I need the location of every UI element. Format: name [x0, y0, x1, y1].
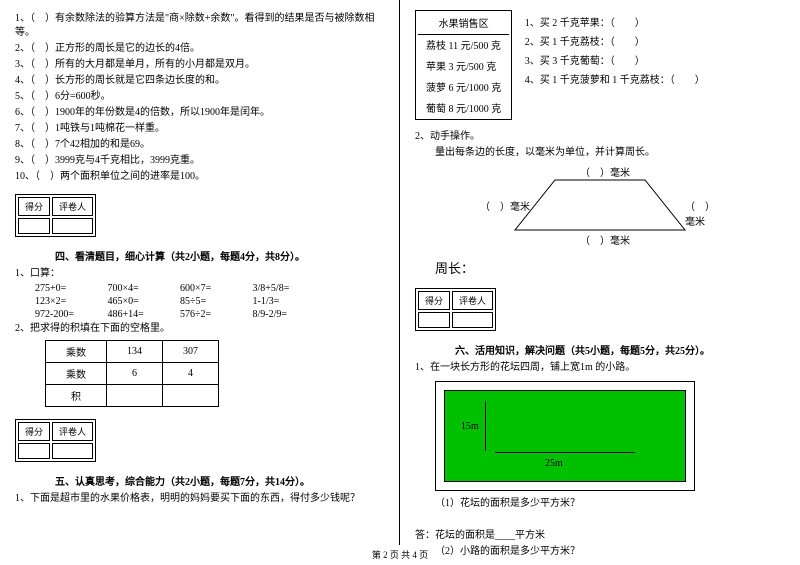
price-row: 荔枝 11 元/500 克 — [418, 34, 509, 54]
calc-row: 275+0= 700×4= 600×7= 3/8+5/8= — [35, 283, 384, 294]
price-row: 菠萝 6 元/1000 克 — [418, 77, 509, 96]
cell: 4 — [163, 363, 219, 385]
section-5-title: 五、认真思考，综合能力（共2小题，每题7分，共14分）。 — [55, 473, 384, 488]
cell: 134 — [107, 341, 163, 363]
tf-item: 6、（ ）1900年的年份数是4的倍数，所以1900年是闰年。 — [15, 106, 384, 120]
tf-item: 7、（ ）1吨铁与1吨棉花一样重。 — [15, 122, 384, 136]
score-cell: 得分 — [18, 197, 50, 216]
garden-inner: 15m 25m — [444, 390, 686, 482]
calc-item: 3/8+5/8= — [253, 283, 323, 294]
garden-figure: 15m 25m — [435, 381, 695, 491]
mult-table: 乘数134307 乘数64 积 — [45, 340, 219, 407]
buy-item: 3、买 3 千克葡萄：（ ） — [525, 52, 705, 67]
price-table: 水果销售区 荔枝 11 元/500 克 苹果 3 元/500 克 菠萝 6 元/… — [415, 10, 512, 120]
sec6-q1: 1、在一块长方形的花坛四周，铺上宽1m 的小路。 — [415, 361, 785, 375]
tf-item: 10、（ ）两个面积单位之间的进率是100。 — [15, 170, 384, 184]
price-title: 水果销售区 — [418, 13, 509, 32]
score-box: 得分 评卷人 — [15, 194, 96, 237]
sec5-q1: 1、下面是超市里的水果价格表，明明的妈妈要买下面的东西，得付多少钱呢？ — [15, 492, 384, 506]
tf-item: 5、（ ）6分=600秒。 — [15, 90, 384, 104]
trapezoid-icon — [500, 170, 700, 240]
calc-item: 600×7= — [180, 283, 250, 294]
grader-cell: 评卷人 — [452, 291, 493, 310]
tf-item: 2、（ ）正方形的周长是它的边长的4倍。 — [15, 42, 384, 56]
score-cell: 得分 — [18, 422, 50, 441]
score-box: 得分 评卷人 — [15, 419, 96, 462]
calc-item: 700×4= — [108, 283, 178, 294]
score-box: 得分 评卷人 — [415, 288, 496, 331]
arrow-h-icon — [495, 452, 635, 453]
buy-item: 2、买 1 千克荔枝：（ ） — [525, 33, 705, 48]
ans1: 答：花坛的面积是____平方米 — [415, 529, 785, 543]
calc-item: 8/9-2/9= — [253, 309, 323, 320]
cell: 乘数 — [46, 363, 107, 385]
buy-item: 1、买 2 千克苹果：（ ） — [525, 14, 705, 29]
buy-item: 4、买 1 千克菠萝和 1 千克荔枝：（ ） — [525, 71, 705, 86]
trapezoid-figure: （ ）毫米 （ ）毫米 （ ）毫米 （ ）毫米 — [500, 170, 700, 250]
calc-item: 465×0= — [108, 296, 178, 307]
score-cell: 得分 — [418, 291, 450, 310]
dim-v: 15m — [461, 421, 479, 432]
calc-item: 123×2= — [35, 296, 105, 307]
mm-label: （ ）毫米 — [480, 198, 530, 213]
cell: 乘数 — [46, 341, 107, 363]
sec5-q2b: 量出每条边的长度，以毫米为单位，并计算周长。 — [435, 146, 785, 160]
calc-item: 972-200= — [35, 309, 105, 320]
calc-item: 275+0= — [35, 283, 105, 294]
cell: 6 — [107, 363, 163, 385]
perimeter-label: 周长： — [435, 260, 785, 278]
cell — [107, 385, 163, 407]
price-row: 葡萄 8 元/1000 克 — [418, 98, 509, 117]
tf-list: 1、（ ）有余数除法的验算方法是"商×除数+余数"。看得到的结果是否与被除数相等… — [15, 12, 384, 184]
calc-item: 486+14= — [108, 309, 178, 320]
cell — [163, 385, 219, 407]
section-6-title: 六、活用知识，解决问题（共5小题，每题5分，共25分）。 — [455, 342, 785, 357]
buy-list: 1、买 2 千克苹果：（ ） 2、买 1 千克荔枝：（ ） 3、买 3 千克葡萄… — [525, 10, 705, 90]
dim-h: 25m — [545, 458, 563, 469]
calc-row: 972-200= 486+14= 576÷2= 8/9-2/9= — [35, 309, 384, 320]
price-area: 水果销售区 荔枝 11 元/500 克 苹果 3 元/500 克 菠萝 6 元/… — [415, 10, 785, 120]
tf-item: 4、（ ）长方形的周长就是它四条边长度的和。 — [15, 74, 384, 88]
tf-item: 1、（ ）有余数除法的验算方法是"商×除数+余数"。看得到的结果是否与被除数相等… — [15, 12, 384, 40]
page-footer: 第 2 页 共 4 页 — [0, 548, 800, 561]
mm-label: （ ）毫米 — [580, 232, 630, 247]
tf-item: 3、（ ）所有的大月都是单月，所有的小月都是双月。 — [15, 58, 384, 72]
calc-item: 1-1/3= — [253, 296, 323, 307]
cell: 307 — [163, 341, 219, 363]
sec5-q2a: 2、动手操作。 — [415, 130, 785, 144]
tf-item: 8、（ ）7个42相加的和是69。 — [15, 138, 384, 152]
sub-q1: （1）花坛的面积是多少平方米？ — [435, 497, 785, 511]
grader-cell: 评卷人 — [52, 197, 93, 216]
section-4-title: 四、看清题目，细心计算（共2小题，每题4分，共8分）。 — [55, 248, 384, 263]
q2-text: 2、把求得的积填在下面的空格里。 — [15, 322, 384, 336]
arrow-v-icon — [485, 401, 486, 451]
tf-item: 9、（ ）3999克与4千克相比，3999克重。 — [15, 154, 384, 168]
calc-row: 123×2= 465×0= 85÷5= 1-1/3= — [35, 296, 384, 307]
mm-label: （ ）毫米 — [580, 164, 630, 179]
mm-label: （ ）毫米 — [685, 198, 715, 228]
calc-item: 85÷5= — [180, 296, 250, 307]
cell: 积 — [46, 385, 107, 407]
calc-item: 576÷2= — [180, 309, 250, 320]
price-row: 苹果 3 元/500 克 — [418, 56, 509, 75]
grader-cell: 评卷人 — [52, 422, 93, 441]
calc-label: 1、口算： — [15, 267, 384, 281]
